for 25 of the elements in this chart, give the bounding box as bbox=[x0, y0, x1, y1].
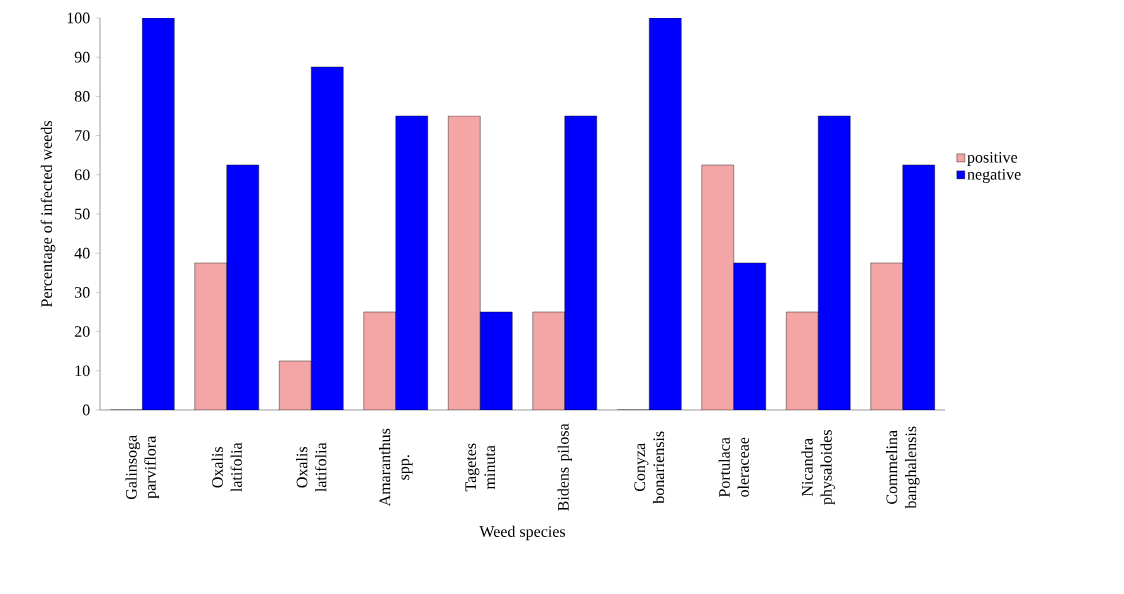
legend-label: negative bbox=[967, 168, 1021, 183]
x-tick-label: Amaranthus spp. bbox=[379, 428, 413, 507]
y-tick-label: 70 bbox=[75, 130, 90, 141]
y-axis-title: Percentage of infected weeds bbox=[40, 121, 56, 308]
y-tick-label: 40 bbox=[74, 247, 90, 259]
y-tick-label: 20 bbox=[74, 326, 90, 337]
x-tick-label: Commelina banghalensis bbox=[885, 426, 920, 509]
y-tick-label: 100 bbox=[67, 12, 90, 24]
y-tick-label: 30 bbox=[74, 287, 90, 298]
x-tick-label: Galinsoga parviflora bbox=[125, 435, 160, 500]
x-tick-label: Portulaca oleraceae bbox=[718, 437, 749, 498]
y-tick-label: 0 bbox=[82, 404, 90, 416]
x-tick-label: Nicandra physaloides bbox=[801, 430, 836, 505]
x-tick-label: Oxalis latifolia bbox=[211, 442, 242, 492]
x-tick-label: Oxalis latifolia bbox=[296, 442, 327, 492]
y-tick-label: 50 bbox=[75, 208, 90, 220]
x-tick-label: Conyza bonariensis bbox=[634, 431, 665, 504]
x-tick-label: Tagetes minuta bbox=[465, 443, 496, 492]
x-tick-label: Bidens pilosa bbox=[557, 423, 573, 511]
y-tick-label: 10 bbox=[75, 365, 90, 377]
legend-label: positive bbox=[967, 151, 1018, 166]
y-tick-label: 80 bbox=[74, 91, 90, 102]
y-tick-label: 60 bbox=[74, 169, 90, 181]
y-tick-label: 90 bbox=[74, 51, 90, 63]
x-axis-title: Weed species bbox=[479, 525, 566, 541]
